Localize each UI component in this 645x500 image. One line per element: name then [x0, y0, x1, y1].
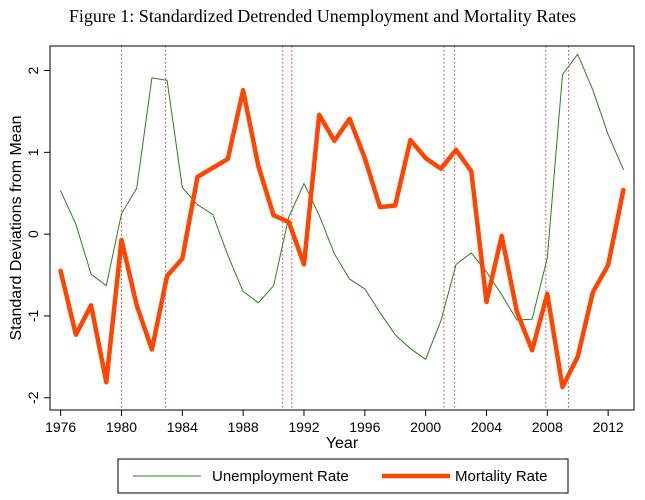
- x-tick-label: 2012: [593, 419, 624, 435]
- series-lines: [58, 53, 626, 390]
- legend-label: Mortality Rate: [455, 468, 548, 485]
- recession-lines: [120, 46, 570, 410]
- legend-label: Unemployment Rate: [212, 468, 349, 485]
- x-tick-label: 1984: [167, 419, 198, 435]
- x-tick-label: 2004: [471, 419, 502, 435]
- y-tick-label: 0: [25, 230, 41, 238]
- x-tick-label: 1996: [349, 419, 380, 435]
- y-tick-label: -2: [25, 391, 41, 404]
- x-tick-label: 1992: [288, 419, 319, 435]
- x-tick-label: 1976: [45, 419, 76, 435]
- x-axis: 1976 1980 1984 1988 1992 1996 2000 2004 2008 2012: [45, 410, 624, 435]
- x-axis-label: Year: [326, 435, 359, 452]
- y-tick-label: 1: [25, 148, 41, 156]
- series-line-mortality: [58, 87, 626, 390]
- series-line-unemployment: [60, 53, 624, 360]
- y-tick-label: -1: [25, 309, 41, 322]
- y-tick-label: 2: [25, 66, 41, 74]
- y-axis: -2 -1 0 1 2: [25, 66, 50, 404]
- chart-title: Figure 1: Standardized Detrended Unemplo…: [68, 6, 577, 26]
- x-tick-label: 1980: [106, 419, 137, 435]
- y-axis-label: Standard Deviations from Mean: [8, 116, 25, 341]
- plot-frame: [49, 45, 635, 411]
- legend: Unemployment Rate Mortality Rate: [117, 458, 569, 494]
- x-tick-label: 2008: [532, 419, 563, 435]
- x-tick-label: 2000: [410, 419, 441, 435]
- x-tick-label: 1988: [228, 419, 259, 435]
